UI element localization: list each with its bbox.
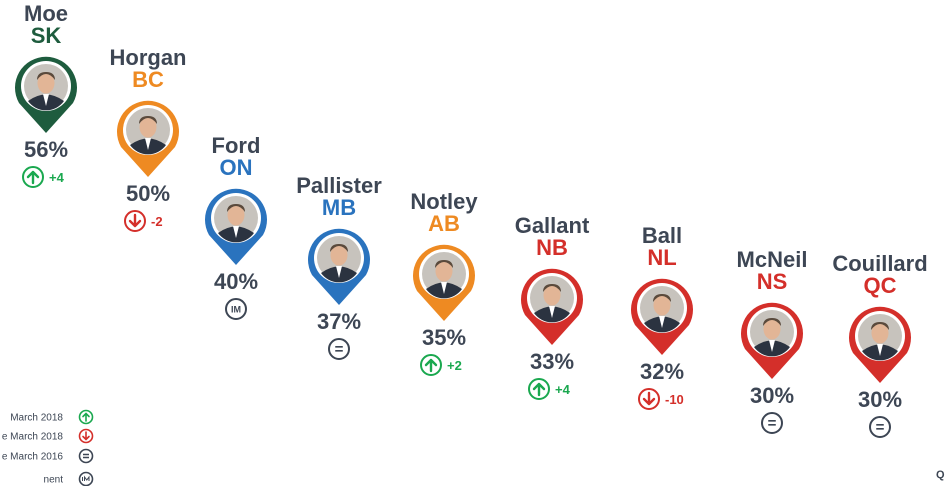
arrow-up-icon bbox=[532, 382, 546, 397]
premier-horgan-approval-value: 50% bbox=[126, 181, 170, 206]
premier-mcneil-change-circle bbox=[761, 412, 783, 434]
premier-ball-change-indicator: -10 bbox=[638, 388, 684, 410]
premier-gallant-province: NB bbox=[536, 235, 568, 260]
premier-moe-province: SK bbox=[31, 23, 62, 48]
premier-horgan-name: Horgan bbox=[110, 45, 187, 70]
premier-ball-approval-value: 32% bbox=[640, 359, 684, 384]
premier-gallant-name: Gallant bbox=[515, 213, 590, 238]
premier-couillard-avatar bbox=[858, 314, 902, 361]
premier-notley-name: Notley bbox=[410, 189, 478, 214]
premier-ford-change-circle bbox=[225, 298, 247, 320]
premier-mcneil-province: NS bbox=[757, 269, 788, 294]
corner-text: Q bbox=[936, 469, 945, 481]
legend-item-same: e March 2016 bbox=[2, 448, 94, 464]
premier-ford-province: ON bbox=[220, 155, 253, 180]
premier-pallister-change-circle bbox=[328, 338, 350, 360]
legend-item-label: March 2018 bbox=[10, 413, 63, 424]
premier-pallister-province: MB bbox=[322, 195, 356, 220]
premier-mcneil-approval-value: 30% bbox=[750, 383, 794, 408]
arrow-up-icon bbox=[424, 358, 438, 373]
premier-ford-approval-value: 40% bbox=[214, 269, 258, 294]
premier-gallant-avatar bbox=[530, 276, 574, 323]
premier-pallister-change-label: = bbox=[335, 341, 344, 358]
legend-item-label: e March 2018 bbox=[2, 432, 64, 443]
premier-pallister-change-indicator: = bbox=[328, 338, 350, 360]
premier-ford-change-label: IM bbox=[231, 305, 241, 315]
premier-notley-province: AB bbox=[428, 211, 460, 236]
premier-mcneil-change-label: = bbox=[768, 415, 777, 432]
premier-mcneil-name: McNeil bbox=[737, 247, 808, 272]
legend-item-label: e March 2016 bbox=[2, 452, 64, 463]
legend-item-label: nent bbox=[44, 475, 64, 486]
premier-mcneil-avatar bbox=[750, 310, 794, 357]
legend: March 2018 e March 2018 e March 2016 nent bbox=[2, 409, 94, 486]
premier-ford-change-indicator: IM bbox=[225, 298, 247, 320]
premier-moe-avatar bbox=[24, 64, 68, 111]
premier-couillard-name: Couillard bbox=[832, 251, 927, 276]
premier-ball-name: Ball bbox=[642, 223, 682, 248]
premier-couillard-change-circle bbox=[869, 416, 891, 438]
legend-item-up: March 2018 bbox=[10, 409, 94, 425]
premier-horgan-avatar bbox=[126, 108, 170, 155]
premier-couillard-province: QC bbox=[864, 273, 897, 298]
premier-horgan-change-indicator: -2 bbox=[124, 210, 163, 232]
premier-notley-approval-value: 35% bbox=[422, 325, 466, 350]
premier-moe-approval-value: 56% bbox=[24, 137, 68, 162]
premier-couillard-change-indicator: = bbox=[869, 416, 891, 438]
premier-notley-change-value: +2 bbox=[447, 358, 462, 373]
premier-horgan-province: BC bbox=[132, 67, 164, 92]
premier-pallister-name: Pallister bbox=[296, 173, 382, 198]
premier-ford-name: Ford bbox=[212, 133, 261, 158]
premier-horgan-change-value: -2 bbox=[151, 214, 163, 229]
premier-moe-change-indicator: +4 bbox=[22, 166, 65, 188]
legend-item-im: nent bbox=[44, 471, 94, 486]
premier-gallant-change-value: +4 bbox=[555, 382, 571, 397]
premier-couillard-approval-value: 30% bbox=[858, 387, 902, 412]
arrow-down-icon bbox=[642, 391, 656, 406]
premier-couillard-change-label: = bbox=[876, 419, 885, 436]
arrow-down-icon bbox=[128, 213, 142, 228]
premier-ball-change-value: -10 bbox=[665, 392, 684, 407]
premier-gallant-change-indicator: +4 bbox=[528, 378, 571, 400]
premier-ball-province: NL bbox=[647, 245, 676, 270]
premier-gallant-approval-value: 33% bbox=[530, 349, 574, 374]
premier-pallister-avatar bbox=[317, 236, 361, 283]
premier-notley-avatar bbox=[422, 252, 466, 299]
premier-mcneil-change-indicator: = bbox=[761, 412, 783, 434]
arrow-up-icon bbox=[26, 170, 40, 185]
premier-pallister-approval-value: 37% bbox=[317, 309, 361, 334]
premier-moe-change-value: +4 bbox=[49, 170, 65, 185]
premier-ford-avatar bbox=[214, 196, 258, 243]
premier-ball-avatar bbox=[640, 286, 684, 333]
premier-moe-name: Moe bbox=[24, 1, 68, 26]
premier-notley-change-indicator: +2 bbox=[420, 354, 462, 376]
legend-same-icon bbox=[78, 448, 94, 464]
legend-item-down: e March 2018 bbox=[2, 428, 94, 444]
